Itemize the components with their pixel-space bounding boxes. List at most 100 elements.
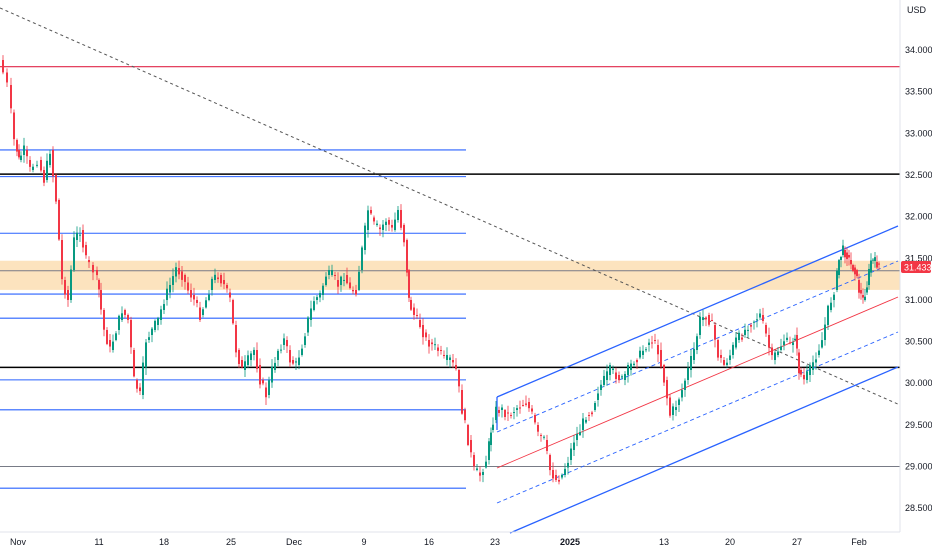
candle-body — [507, 412, 509, 414]
candle-body — [385, 221, 387, 225]
candle-body — [780, 346, 782, 350]
candle-body — [214, 274, 216, 280]
candle-body — [492, 424, 494, 430]
price-tick-label: 31.500 — [905, 253, 932, 263]
candle-body — [660, 350, 662, 367]
candle-body — [55, 175, 57, 202]
candle-body — [510, 415, 512, 416]
candle-body — [735, 337, 737, 348]
candle-body — [582, 418, 584, 430]
candle-body — [196, 300, 198, 304]
channel-median-line — [496, 296, 899, 469]
candle-body — [280, 349, 282, 351]
candle-body — [666, 380, 668, 399]
candle-body — [70, 269, 72, 300]
candle-body — [313, 301, 315, 310]
candle-body — [488, 441, 490, 460]
time-tick-label: 20 — [725, 537, 735, 547]
candle-body — [217, 277, 219, 280]
candle-body — [818, 350, 820, 355]
candle-body — [852, 265, 854, 271]
candle-body — [36, 164, 38, 166]
candle-body — [498, 410, 500, 413]
candle-body — [747, 329, 749, 331]
candle-body — [229, 292, 231, 298]
candle-body — [286, 340, 288, 347]
candle-body — [567, 462, 569, 468]
axes-layer: USD — [0, 0, 927, 533]
price-tick-label: 28.500 — [905, 503, 932, 513]
candle-body — [711, 320, 713, 321]
candle-body — [675, 407, 677, 410]
candle-body — [391, 225, 393, 228]
candle-body — [410, 300, 412, 310]
time-tick-label: 16 — [424, 537, 434, 547]
candle-body — [67, 290, 69, 300]
candle-body — [815, 359, 817, 363]
candle-body — [40, 160, 42, 171]
candle-body — [112, 341, 114, 350]
candle-body — [558, 480, 560, 482]
candle-body — [636, 360, 638, 363]
candle-body — [774, 352, 776, 360]
candle-body — [151, 328, 153, 335]
candle-body — [723, 360, 725, 365]
candle-body — [298, 357, 300, 365]
candle-body — [265, 387, 267, 398]
candle-body — [546, 440, 548, 451]
candle-body — [160, 309, 162, 320]
price-tick-label: 33.000 — [905, 128, 932, 138]
candle-body — [858, 280, 860, 293]
candle-body — [163, 304, 165, 310]
candle-body — [624, 373, 626, 380]
candle-body — [579, 432, 581, 435]
candle-body — [349, 282, 351, 289]
candle-body — [600, 384, 602, 390]
candle-body — [337, 280, 339, 287]
price-tick-label: 32.000 — [905, 212, 932, 222]
candle-body — [860, 290, 862, 294]
candle-body — [651, 342, 653, 344]
candle-body — [124, 310, 126, 315]
candle-body — [175, 267, 177, 277]
candle-body — [862, 295, 864, 298]
candle-body — [235, 325, 237, 353]
candle-body — [397, 209, 399, 220]
candle-body — [564, 468, 566, 475]
candle-body — [367, 210, 369, 230]
candle-body — [854, 267, 856, 275]
candle-body — [744, 329, 746, 335]
candle-body — [178, 268, 180, 275]
candle-body — [370, 210, 372, 214]
candle-body — [361, 247, 363, 270]
candle-body — [319, 293, 321, 298]
candle-body — [699, 316, 701, 335]
time-tick-label: 18 — [159, 537, 169, 547]
price-tick-label: 29.000 — [905, 462, 932, 472]
candle-body — [88, 260, 90, 263]
candle-body — [331, 270, 333, 275]
candle-body — [20, 155, 22, 160]
candle-body — [295, 361, 297, 363]
time-tick-label: 27 — [792, 537, 802, 547]
time-tick-label: Feb — [851, 537, 867, 547]
candle-body — [328, 270, 330, 275]
candle-body — [762, 315, 764, 322]
candle-body — [169, 284, 171, 293]
candle-body — [812, 362, 814, 370]
candle-body — [73, 237, 75, 270]
candle-body — [394, 219, 396, 230]
candle-body — [18, 150, 20, 158]
candle-body — [184, 275, 186, 282]
candle-body — [803, 375, 805, 380]
candle-body — [145, 342, 147, 368]
candle-body — [561, 474, 563, 478]
candle-body — [388, 220, 390, 225]
candle-body — [708, 315, 710, 325]
candle-body — [446, 355, 448, 360]
candle-body — [461, 390, 463, 414]
candle-body — [232, 300, 234, 324]
time-axis-ticks[interactable]: Nov 11 18 25 Dec 9 16 23 2025 13 20 27 Feb — [10, 537, 867, 547]
price-axis-ticks[interactable]: 34.000 33.500 33.000 32.500 32.000 31.500 31.0… — [905, 45, 932, 513]
